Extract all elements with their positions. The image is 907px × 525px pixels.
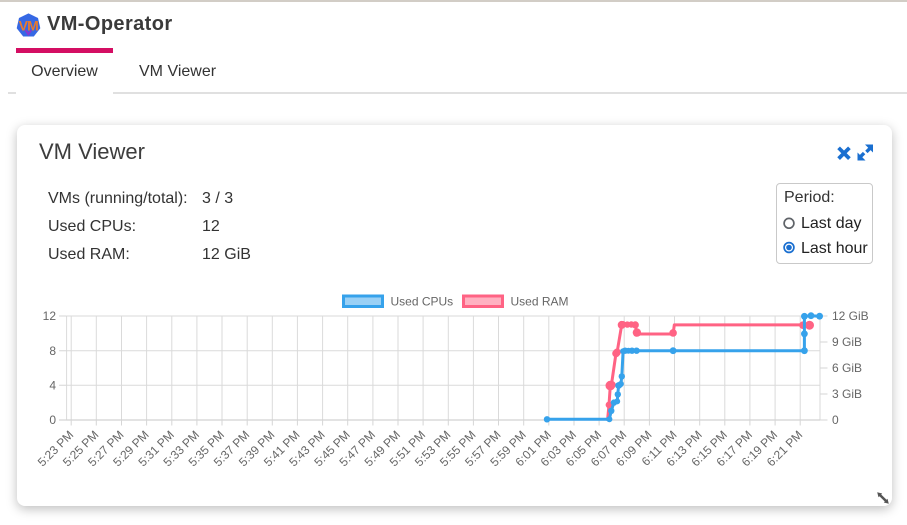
svg-text:VM: VM [19, 18, 39, 34]
